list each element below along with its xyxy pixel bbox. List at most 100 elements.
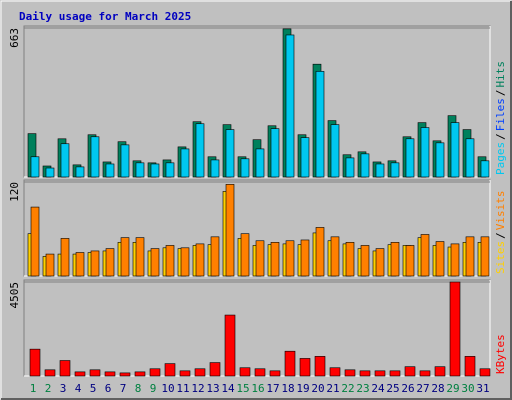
bar (360, 153, 370, 178)
legend-label: Sites (494, 241, 507, 274)
bar (329, 367, 341, 377)
panel (23, 279, 491, 377)
legend-label: Visits (494, 191, 507, 231)
bar (209, 362, 221, 377)
bar (75, 252, 85, 277)
x-tick-label: 28 (431, 382, 444, 395)
bar (345, 242, 355, 277)
bar (269, 370, 281, 377)
x-tick-label: 29 (446, 382, 459, 395)
bar (134, 371, 146, 377)
bar (285, 240, 295, 277)
bar (225, 129, 235, 178)
bar (270, 242, 280, 277)
bar (255, 148, 265, 178)
bar (300, 239, 310, 277)
bar (90, 136, 100, 178)
x-tick-label: 19 (296, 382, 309, 395)
x-tick-label: 24 (371, 382, 385, 395)
chart-title: Daily usage for March 2025 (19, 10, 191, 23)
legend-label: Hits (494, 61, 507, 88)
bar (29, 348, 41, 377)
bar (44, 369, 56, 377)
legend-label: KBytes (494, 334, 507, 374)
x-tick-label: 21 (326, 382, 339, 395)
y-tick-label: 120 (8, 182, 21, 202)
bar (299, 358, 311, 377)
bar (150, 163, 160, 178)
bar (435, 142, 445, 178)
x-tick-label: 5 (90, 382, 97, 395)
bar (270, 128, 280, 178)
bar (480, 160, 490, 178)
legend-label: Pages (494, 142, 507, 175)
bar (449, 281, 461, 377)
bar (135, 237, 145, 277)
bar (375, 163, 385, 178)
bar (135, 162, 145, 178)
bar (60, 143, 70, 178)
bar (195, 243, 205, 277)
x-tick-label: 3 (60, 382, 67, 395)
x-tick-label: 26 (401, 382, 414, 395)
bar (194, 368, 206, 377)
bar (164, 363, 176, 377)
bar (104, 371, 116, 377)
bar (405, 245, 415, 277)
bar (149, 368, 161, 377)
y-tick-label: 4505 (8, 282, 21, 309)
bar (179, 370, 191, 377)
bar (30, 206, 40, 277)
bar (165, 245, 175, 277)
bar (480, 236, 490, 277)
bar (450, 122, 460, 178)
bar (315, 71, 325, 178)
bar (45, 253, 55, 277)
bar (180, 148, 190, 178)
bar (119, 372, 131, 377)
bar (345, 157, 355, 178)
bar (210, 159, 220, 178)
bar (120, 237, 130, 277)
bar (150, 248, 160, 277)
x-tick-label: 9 (150, 382, 157, 395)
bar (435, 241, 445, 277)
bar (390, 162, 400, 178)
legend-separator: / (494, 133, 507, 140)
x-tick-label: 31 (476, 382, 489, 395)
bar (60, 238, 70, 277)
bar (180, 247, 190, 277)
bar (285, 34, 295, 178)
bar (89, 369, 101, 377)
bar (284, 350, 296, 377)
x-tick-label: 23 (356, 382, 369, 395)
bar (254, 368, 266, 377)
bar (465, 236, 475, 277)
x-tick-label: 8 (135, 382, 142, 395)
bar (255, 240, 265, 277)
x-tick-label: 20 (311, 382, 324, 395)
x-tick-label: 4 (75, 382, 82, 395)
bar (360, 245, 370, 277)
bar (405, 138, 415, 178)
bar (30, 156, 40, 178)
x-tick-label: 10 (161, 382, 174, 395)
x-tick-label: 15 (236, 382, 249, 395)
x-tick-label: 16 (251, 382, 264, 395)
bar (165, 162, 175, 178)
bar (389, 370, 401, 377)
bar (464, 356, 476, 377)
bar (195, 123, 205, 178)
bar (359, 370, 371, 377)
bar (210, 236, 220, 277)
bar (419, 370, 431, 377)
x-tick-label: 1 (30, 382, 37, 395)
x-tick-label: 13 (206, 382, 219, 395)
bar (315, 227, 325, 277)
bar (74, 371, 86, 377)
bar (224, 314, 236, 377)
bar (105, 248, 115, 277)
bar (390, 242, 400, 277)
x-tick-label: 2 (45, 382, 52, 395)
x-tick-label: 7 (120, 382, 127, 395)
